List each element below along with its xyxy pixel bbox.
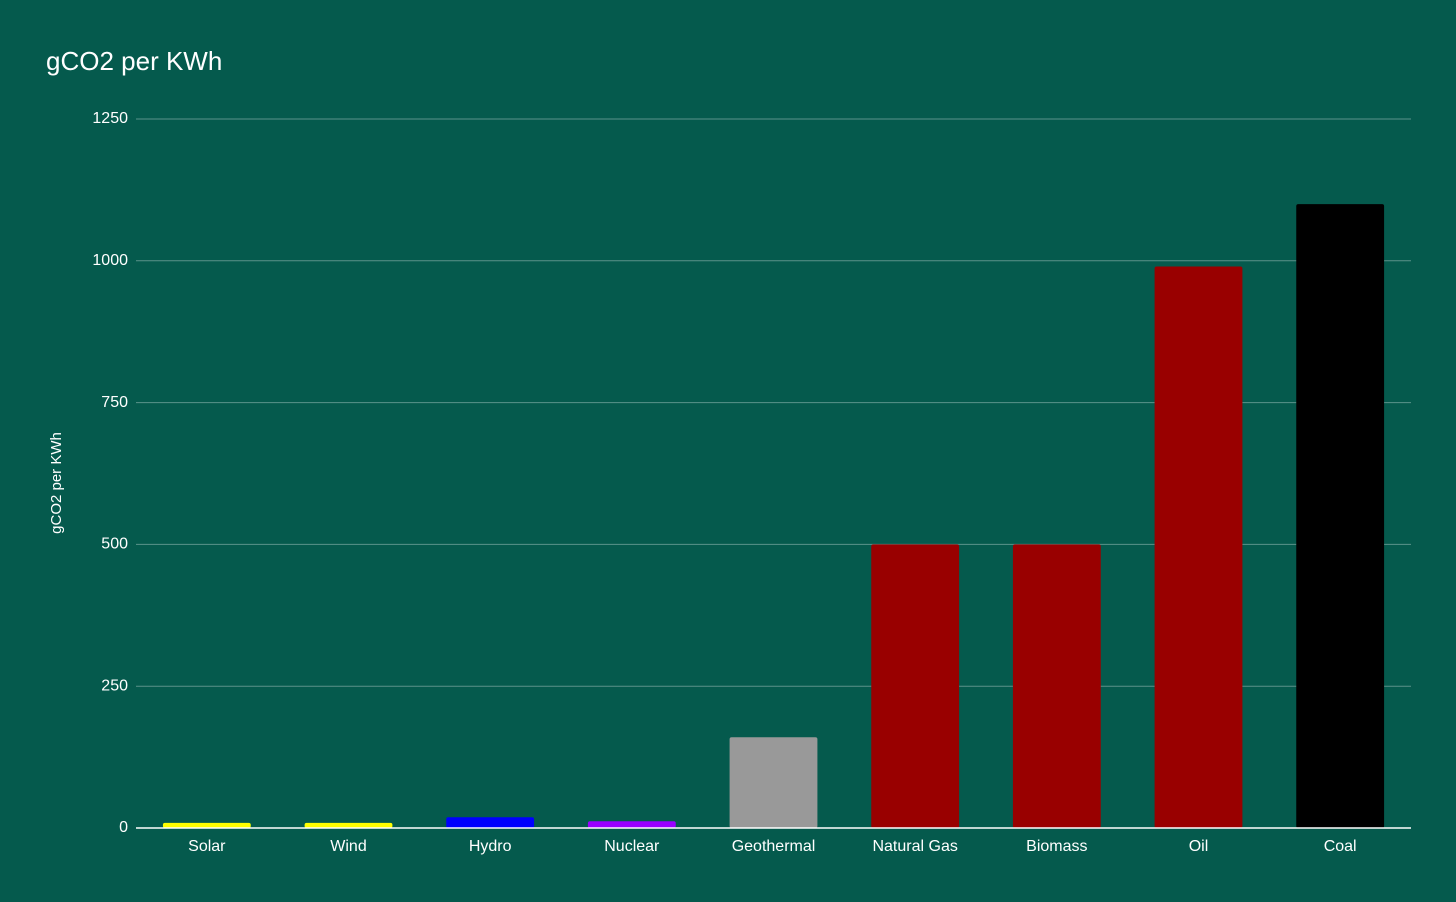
- bar: [162, 822, 251, 828]
- y-tick-label: 250: [101, 677, 128, 694]
- chart-title: gCO2 per KWh: [46, 46, 222, 76]
- x-tick-label: Solar: [188, 838, 226, 855]
- bar: [304, 822, 393, 828]
- bar: [871, 544, 960, 828]
- bar: [729, 737, 818, 828]
- bar: [1012, 544, 1101, 828]
- x-tick-label: Coal: [1324, 838, 1357, 855]
- x-tick-label: Hydro: [469, 838, 512, 855]
- y-tick-label: 0: [119, 819, 128, 836]
- x-tick-label: Nuclear: [604, 838, 660, 855]
- y-tick-label: 500: [101, 536, 128, 553]
- x-tick-label: Natural Gas: [872, 838, 957, 855]
- y-tick-label: 750: [101, 394, 128, 411]
- x-tick-label: Oil: [1189, 838, 1209, 855]
- x-tick-label: Biomass: [1026, 838, 1087, 855]
- y-tick-label: 1250: [92, 110, 128, 127]
- y-tick-label: 1000: [92, 252, 128, 269]
- bar: [446, 817, 535, 828]
- x-tick-label: Geothermal: [732, 838, 816, 855]
- y-axis-label: gCO2 per KWh: [48, 432, 65, 534]
- bar: [1296, 204, 1385, 828]
- bar: [587, 821, 676, 828]
- x-tick-label: Wind: [330, 838, 366, 855]
- bar: [1154, 266, 1243, 828]
